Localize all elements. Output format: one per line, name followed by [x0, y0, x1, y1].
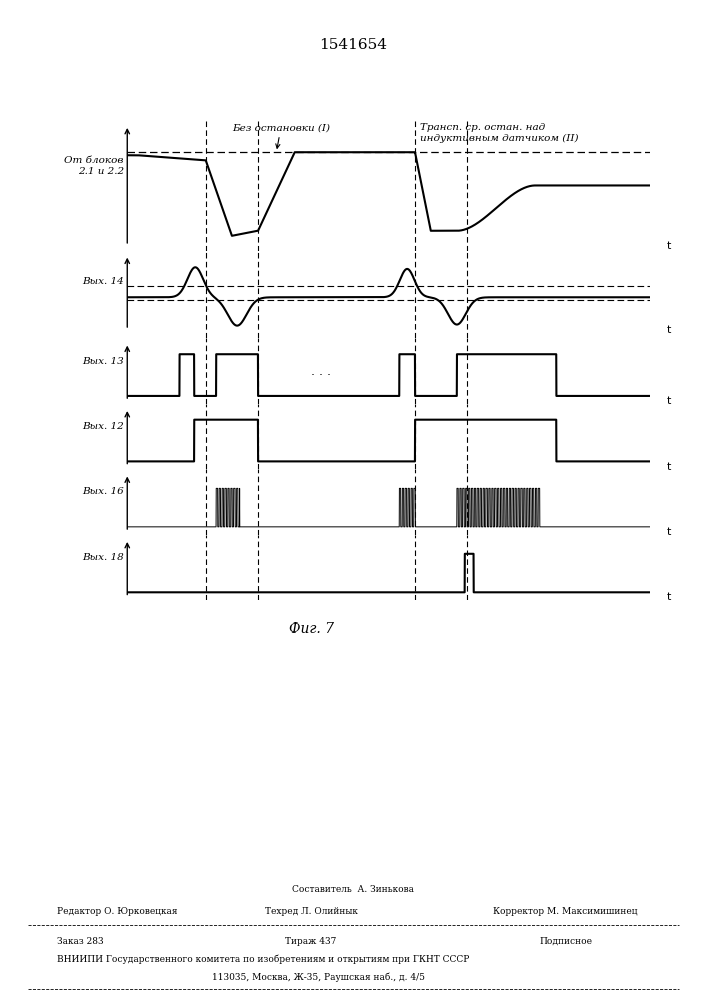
Text: Тираж 437: Тираж 437: [286, 937, 337, 946]
Text: От блоков
2.1 и 2.2: От блоков 2.1 и 2.2: [64, 156, 124, 176]
Text: Вых. 12: Вых. 12: [82, 422, 124, 431]
Text: t: t: [667, 241, 672, 251]
Text: t: t: [667, 396, 672, 406]
Text: Составитель  А. Зинькова: Составитель А. Зинькова: [293, 885, 414, 894]
Text: Заказ 283: Заказ 283: [57, 937, 103, 946]
Text: Вых. 18: Вых. 18: [82, 553, 124, 562]
Text: . . .: . . .: [311, 365, 331, 378]
Text: 1541654: 1541654: [320, 38, 387, 52]
Text: t: t: [667, 592, 672, 602]
Text: Фиг. 7: Фиг. 7: [288, 622, 334, 636]
Text: Вых. 14: Вых. 14: [82, 277, 124, 286]
Text: Подписное: Подписное: [539, 937, 592, 946]
Text: Вых. 16: Вых. 16: [82, 488, 124, 496]
Text: 113035, Москва, Ж-35, Раушская наб., д. 4/5: 113035, Москва, Ж-35, Раушская наб., д. …: [212, 973, 425, 982]
Text: Техред Л. Олийнык: Техред Л. Олийнык: [264, 907, 358, 916]
Text: t: t: [667, 325, 672, 335]
Text: t: t: [667, 527, 672, 537]
Text: Без остановки (I): Без остановки (I): [232, 123, 330, 148]
Text: Трансп. ср. остан. над
индуктивным датчиком (II): Трансп. ср. остан. над индуктивным датчи…: [420, 123, 579, 143]
Text: Вых. 13: Вых. 13: [82, 357, 124, 366]
Text: t: t: [667, 462, 672, 472]
Text: ВНИИПИ Государственного комитета по изобретениям и открытиям при ГКНТ СССР: ВНИИПИ Государственного комитета по изоб…: [57, 955, 469, 964]
Text: Редактор О. Юрковецкая: Редактор О. Юрковецкая: [57, 907, 177, 916]
Text: Корректор М. Максимишинец: Корректор М. Максимишинец: [493, 907, 638, 916]
